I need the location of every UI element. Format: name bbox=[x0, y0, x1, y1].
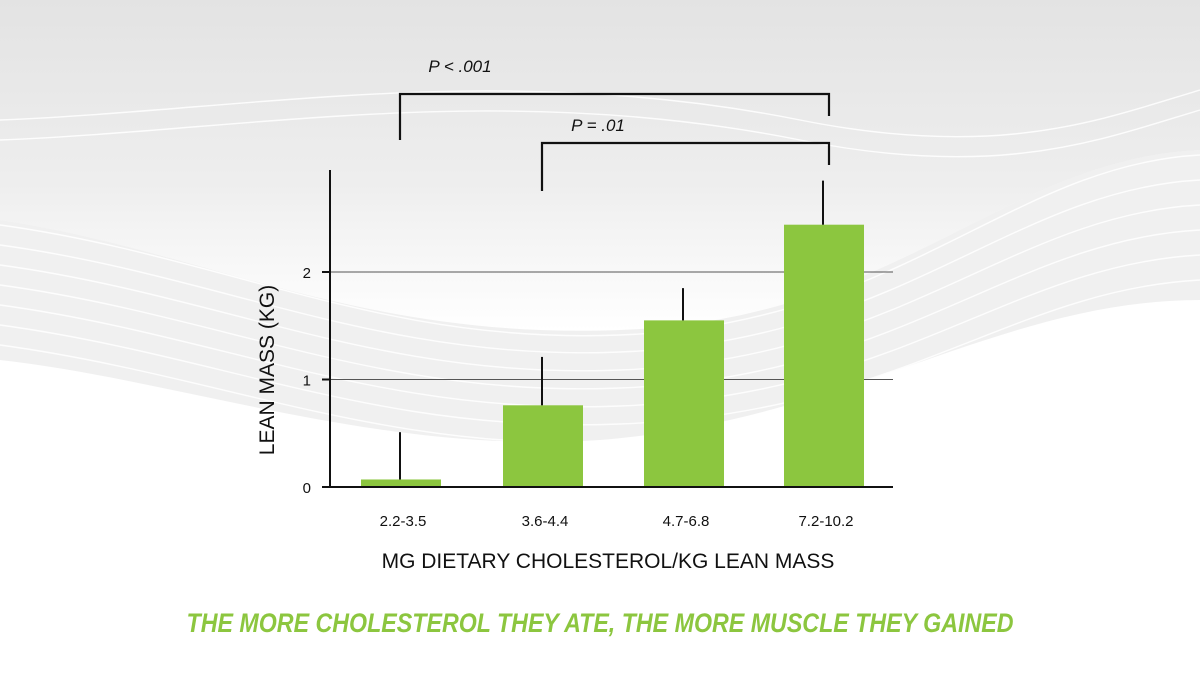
y-tick-labels: 0 1 2 bbox=[303, 265, 330, 497]
significance-label: P = .01 bbox=[571, 116, 625, 135]
y-tick-label: 2 bbox=[303, 265, 311, 282]
bars bbox=[361, 224, 864, 487]
x-tick-label: 3.6-4.4 bbox=[522, 513, 569, 530]
bar bbox=[784, 224, 864, 487]
x-tick-label: 4.7-6.8 bbox=[663, 513, 710, 530]
y-tick-label: 0 bbox=[303, 480, 311, 497]
y-tick-label: 1 bbox=[303, 373, 311, 390]
y-axis-title: LEAN MASS (KG) bbox=[256, 285, 279, 455]
significance-label: P < .001 bbox=[428, 57, 491, 76]
x-axis-title: MG DIETARY CHOLESTEROL/KG LEAN MASS bbox=[382, 550, 835, 573]
x-tick-labels: 2.2-3.5 3.6-4.4 4.7-6.8 7.2-10.2 bbox=[380, 513, 854, 530]
significance-brackets: P < .001 P = .01 bbox=[398, 57, 831, 191]
axes bbox=[329, 170, 893, 488]
bar bbox=[503, 405, 583, 487]
x-tick-label: 7.2-10.2 bbox=[798, 513, 853, 530]
bar bbox=[361, 479, 441, 487]
error-bars bbox=[399, 180, 824, 480]
significance-bracket bbox=[398, 92, 831, 140]
x-tick-label: 2.2-3.5 bbox=[380, 513, 427, 530]
bar bbox=[644, 320, 724, 487]
significance-bracket bbox=[540, 141, 831, 191]
caption-text: THE MORE CHOLESTEROL THEY ATE, THE MORE … bbox=[186, 608, 1014, 638]
